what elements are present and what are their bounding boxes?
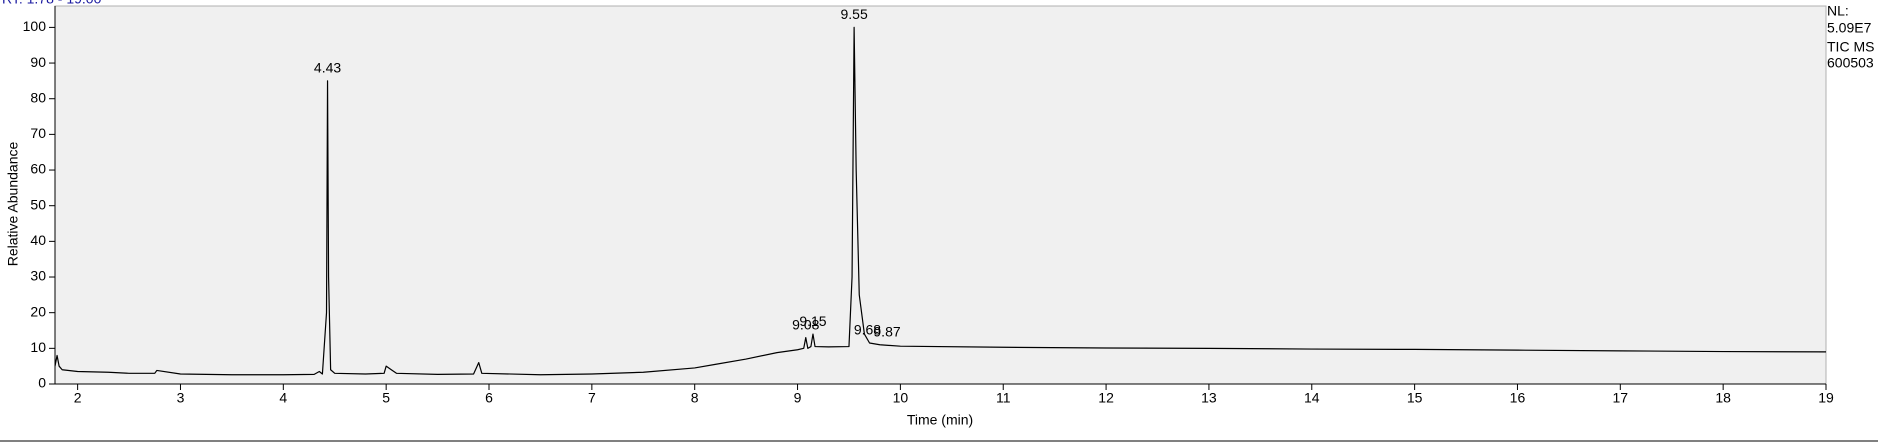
trace-line [54, 26, 1827, 376]
info-text: NL: [1827, 3, 1849, 19]
peak-label: 4.43 [314, 60, 341, 76]
x-tick-label: 17 [1613, 390, 1629, 406]
x-axis-label: Time (min) [907, 412, 973, 428]
x-tick-label: 2 [74, 390, 82, 406]
y-tick-label: 10 [30, 339, 46, 355]
y-tick-label: 0 [38, 375, 46, 391]
peak-label: 9.87 [873, 323, 900, 339]
peak-label: 9.15 [799, 313, 826, 329]
x-tick-label: 7 [588, 390, 596, 406]
peak-label: 9.08 [792, 316, 819, 332]
peak-label: 9.55 [840, 6, 867, 22]
x-tick-label: 4 [279, 390, 287, 406]
y-tick-label: 90 [30, 54, 46, 70]
x-tick-label: 13 [1201, 390, 1217, 406]
y-tick-label: 70 [30, 125, 46, 141]
y-tick-label: 20 [30, 303, 46, 319]
y-tick-label: 50 [30, 196, 46, 212]
info-text: TIC MS [1827, 39, 1874, 55]
x-tick-label: 15 [1407, 390, 1423, 406]
peak-label: 9.68 [854, 322, 881, 338]
x-tick-label: 18 [1715, 390, 1731, 406]
y-tick-label: 100 [23, 18, 47, 34]
x-tick-label: 10 [893, 390, 909, 406]
x-tick-label: 8 [691, 390, 699, 406]
plot-area [54, 5, 1827, 385]
y-tick-label: 30 [30, 268, 46, 284]
x-tick-label: 5 [382, 390, 390, 406]
y-tick-label: 40 [30, 232, 46, 248]
y-tick-label: 60 [30, 161, 46, 177]
x-tick-label: 16 [1510, 390, 1526, 406]
x-tick-label: 12 [1098, 390, 1114, 406]
info-text: 5.09E7 [1827, 20, 1872, 36]
y-axis-label: Relative Abundance [5, 142, 21, 267]
info-text: 600503 [1827, 55, 1874, 71]
range-header: RT: 1.78 - 19.00 [2, 0, 102, 7]
x-tick-label: 14 [1304, 390, 1320, 406]
x-tick-label: 19 [1818, 390, 1834, 406]
x-tick-label: 6 [485, 390, 493, 406]
x-tick-label: 3 [177, 390, 185, 406]
y-tick-label: 80 [30, 89, 46, 105]
x-tick-label: 11 [996, 390, 1011, 406]
x-tick-label: 9 [794, 390, 802, 406]
